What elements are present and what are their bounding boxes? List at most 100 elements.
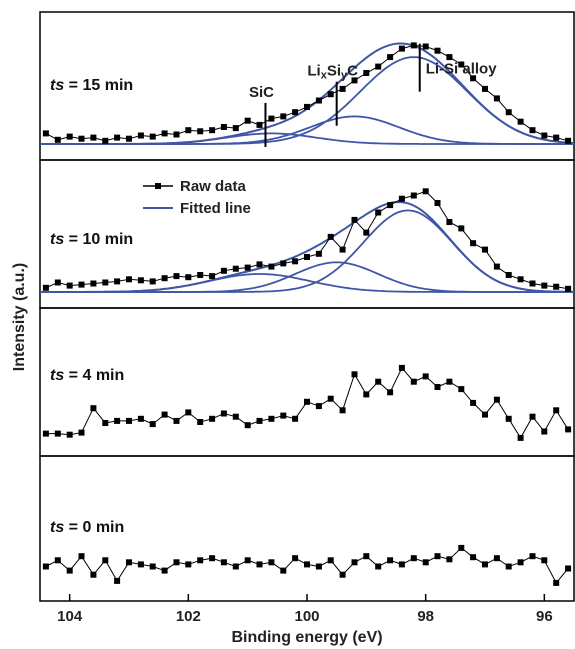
raw-data-point [351, 371, 358, 378]
raw-data-point [434, 47, 441, 54]
raw-data-point [351, 559, 358, 566]
annotation-label-part: Si [327, 63, 341, 80]
raw-data-point [292, 555, 299, 562]
raw-data-point [493, 555, 500, 562]
panel-1: ts = 10 min Raw data Fitted line [39, 159, 575, 309]
raw-data-point [304, 103, 310, 110]
legend-raw-marker [155, 183, 161, 189]
panel-label-suffix: = 4 min [64, 367, 124, 384]
raw-data-point [90, 134, 97, 141]
raw-data-point [42, 430, 49, 437]
panel-2: ts = 4 min [39, 307, 575, 457]
raw-data-point [363, 70, 370, 76]
raw-data-point [161, 567, 168, 574]
raw-data-point [505, 415, 512, 422]
raw-data-point [149, 563, 156, 570]
raw-data-point [173, 273, 180, 280]
raw-data-point [339, 407, 346, 414]
annotation-label-0: SiC [249, 84, 274, 101]
raw-data-point [517, 434, 524, 441]
raw-data-point [398, 364, 405, 371]
raw-data-point [553, 407, 560, 414]
x-tick-label: 104 [57, 608, 83, 625]
raw-data-point [161, 411, 168, 418]
x-axis-title: Binding energy (eV) [231, 629, 382, 646]
raw-data-point [482, 411, 488, 418]
raw-data-point [553, 579, 560, 586]
raw-data-point [363, 553, 370, 560]
panel-label-prefix: ts [50, 77, 64, 94]
raw-data-point [387, 54, 394, 61]
raw-data-point [517, 118, 524, 125]
panel-label-suffix: = 0 min [64, 519, 124, 536]
panel-label: ts = 15 min [50, 77, 133, 94]
raw-data-point [351, 216, 358, 223]
legend: Raw data Fitted line [143, 178, 251, 217]
raw-data-point [232, 125, 239, 132]
raw-data-point [505, 563, 512, 570]
raw-data-point [280, 260, 287, 267]
raw-data-point [458, 386, 465, 393]
raw-data-point [256, 417, 263, 424]
x-axis: 104 102 100 98 96 [57, 594, 553, 625]
raw-data-point [280, 113, 287, 120]
raw-data-point [541, 282, 548, 289]
raw-data-point [280, 412, 287, 419]
raw-data-point [220, 267, 227, 274]
raw-data-point [90, 405, 97, 412]
raw-data-point [505, 109, 512, 116]
raw-data-point [387, 557, 394, 564]
raw-data-point [102, 420, 109, 426]
raw-data-point [375, 63, 382, 70]
raw-data-point [470, 399, 477, 406]
annotation-label-part: C [347, 63, 358, 80]
raw-data-point [482, 246, 488, 253]
raw-data-point [398, 45, 405, 52]
raw-data-point [458, 61, 465, 68]
raw-data-point [458, 544, 465, 551]
raw-data-point [565, 565, 572, 572]
raw-data-point [517, 559, 524, 566]
raw-data-point [470, 75, 477, 82]
raw-data-point [304, 398, 310, 405]
raw-data-point [327, 557, 334, 564]
annotation-label-part: y [341, 70, 348, 82]
raw-data-point [137, 415, 144, 422]
raw-data-point [292, 258, 299, 265]
y-axis-title: Intensity (a.u.) [11, 263, 28, 371]
raw-data-point [434, 384, 441, 390]
raw-data-point [161, 275, 168, 282]
raw-data-point [66, 567, 73, 574]
raw-data-point [173, 417, 180, 424]
raw-data-point [114, 417, 121, 424]
raw-data-point [327, 91, 334, 98]
raw-data-point [470, 240, 477, 247]
raw-data-point [398, 561, 405, 568]
raw-data-point [54, 430, 61, 437]
raw-data-point [410, 555, 417, 562]
raw-data-point [268, 115, 275, 122]
raw-data-point [244, 422, 251, 429]
raw-data-point [304, 561, 310, 568]
raw-data-point [315, 563, 322, 570]
raw-data-point [565, 137, 572, 144]
raw-data-point [209, 127, 216, 134]
raw-data-point [339, 246, 346, 253]
raw-data-point [54, 136, 61, 143]
raw-data-point [220, 124, 227, 130]
raw-data-point [185, 561, 192, 568]
raw-data-point [446, 54, 453, 61]
raw-data-point [541, 132, 548, 139]
raw-data-point [470, 554, 477, 561]
raw-data-point [422, 373, 429, 380]
raw-data-point [126, 559, 132, 566]
raw-data-point [90, 280, 97, 287]
raw-data-point [363, 229, 370, 236]
raw-data-point [209, 415, 216, 422]
x-tick-label: 96 [536, 608, 553, 625]
raw-data-point [232, 413, 239, 420]
raw-data-point [422, 188, 429, 195]
raw-data-point [78, 281, 85, 288]
raw-data-point [292, 415, 299, 422]
